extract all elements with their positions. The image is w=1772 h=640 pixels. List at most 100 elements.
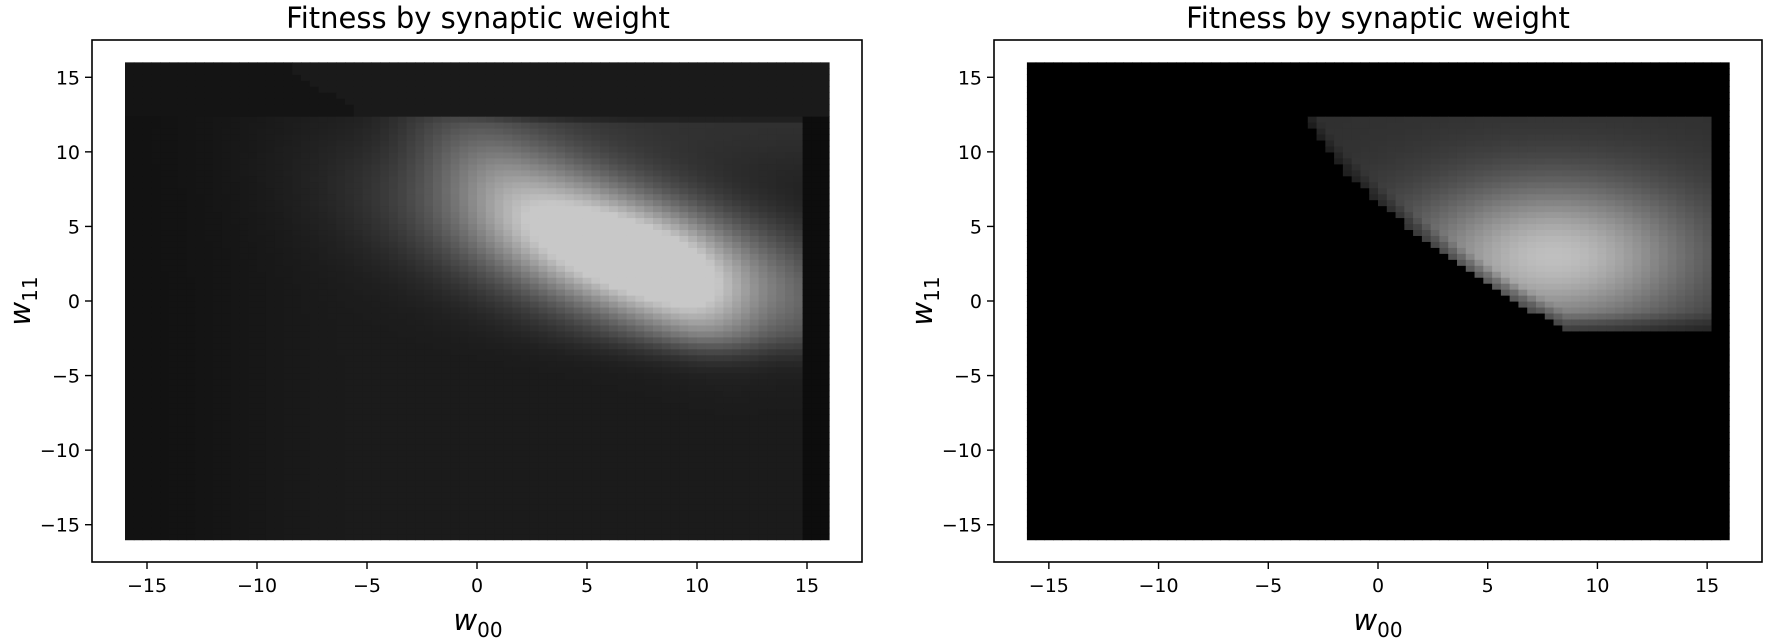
heatmap-cell [301,521,311,529]
heatmap-cell [195,175,205,183]
heatmap-cell [609,372,619,380]
heatmap-cell [565,384,575,392]
heatmap-cell [397,497,408,505]
heatmap-cell [521,318,531,326]
heatmap-cell [538,408,548,415]
heatmap-cell [644,145,654,153]
heatmap-cell [169,342,179,350]
heatmap-cell [345,74,355,81]
heatmap-cell [309,139,320,147]
heatmap-cell [609,74,619,81]
heatmap-cell [274,127,284,135]
heatmap-cell [617,104,628,111]
heatmap-cell [151,127,161,135]
heatmap-cell [177,223,188,231]
heatmap-cell [556,497,566,505]
heatmap-cell [529,414,540,421]
heatmap-cell [213,133,223,141]
heatmap-cell [494,348,504,356]
heatmap-cell [415,151,425,159]
heatmap-cell [617,133,628,141]
heatmap-cell [186,503,196,511]
heatmap-cell [151,366,161,374]
heatmap-cell [204,80,214,87]
heatmap-cell [186,360,196,368]
heatmap-cell [644,110,654,117]
heatmap-cell [397,145,408,153]
heatmap-cell [213,390,223,398]
heatmap-cell [353,396,364,404]
heatmap-cell [318,181,328,189]
heatmap-cell [327,133,337,141]
heatmap-cell [468,289,478,296]
heatmap-cell [318,241,328,248]
heatmap-cell [221,479,232,487]
heatmap-cell [371,366,381,374]
heatmap-cell [353,98,364,105]
heatmap-cell [125,474,135,481]
heatmap-cell [327,295,337,302]
heatmap-cell [441,485,452,493]
heatmap-cell [591,378,601,386]
heatmap-cell [617,438,628,445]
heatmap-cell [151,414,161,421]
heatmap-cell [125,211,135,219]
heatmap-cell [301,259,311,266]
heatmap-cell [582,408,592,415]
heatmap-cell [380,491,390,499]
heatmap-cell [345,324,355,332]
heatmap-cell [195,354,205,362]
heatmap-cell [327,265,337,272]
heatmap-cell [283,491,293,499]
heatmap-cell [204,444,214,451]
heatmap-cell [494,127,504,135]
heatmap-cell [556,336,566,344]
heatmap-cell [591,390,601,398]
heatmap-cell [248,301,258,308]
heatmap-cell [609,342,619,350]
heatmap-cell [177,390,188,398]
heatmap-cell [556,426,566,433]
heatmap-cell [380,175,390,183]
heatmap-cell [529,217,540,225]
heatmap-cell [653,92,663,99]
heatmap-cell [133,151,144,159]
heatmap-cell [565,301,575,308]
heatmap-cell [204,342,214,350]
heatmap-cell [213,372,223,380]
heatmap-cell [133,169,144,177]
heatmap-cell [547,366,557,374]
heatmap-cell [485,462,496,469]
heatmap-cell [213,432,223,439]
heatmap-cell [617,86,628,93]
heatmap-cell [573,426,584,433]
heatmap-cell [213,336,223,344]
heatmap-cell [582,330,592,338]
heatmap-cell [459,116,469,123]
heatmap-cell [371,211,381,219]
heatmap-cell [661,175,672,183]
heatmap-cell [125,509,135,517]
heatmap-cell [485,74,496,81]
heatmap-cell [415,139,425,147]
heatmap-cell [283,306,293,314]
heatmap-cell [565,521,575,529]
heatmap-cell [433,414,443,421]
heatmap-cell [371,68,381,75]
heatmap-cell [213,271,223,278]
heatmap-cell [565,372,575,380]
heatmap-cell [213,187,223,195]
heatmap-cell [169,348,179,356]
heatmap-cell [556,265,566,272]
heatmap-cell [213,223,223,231]
heatmap-cell [283,151,293,159]
heatmap-cell [485,318,496,326]
heatmap-cell [133,474,144,481]
heatmap-cell [274,396,284,404]
heatmap-cell [142,68,152,75]
heatmap-cell [547,420,557,427]
heatmap-cell [345,342,355,350]
heatmap-cell [283,462,293,469]
heatmap-cell [424,74,434,81]
heatmap-cell [239,533,249,541]
